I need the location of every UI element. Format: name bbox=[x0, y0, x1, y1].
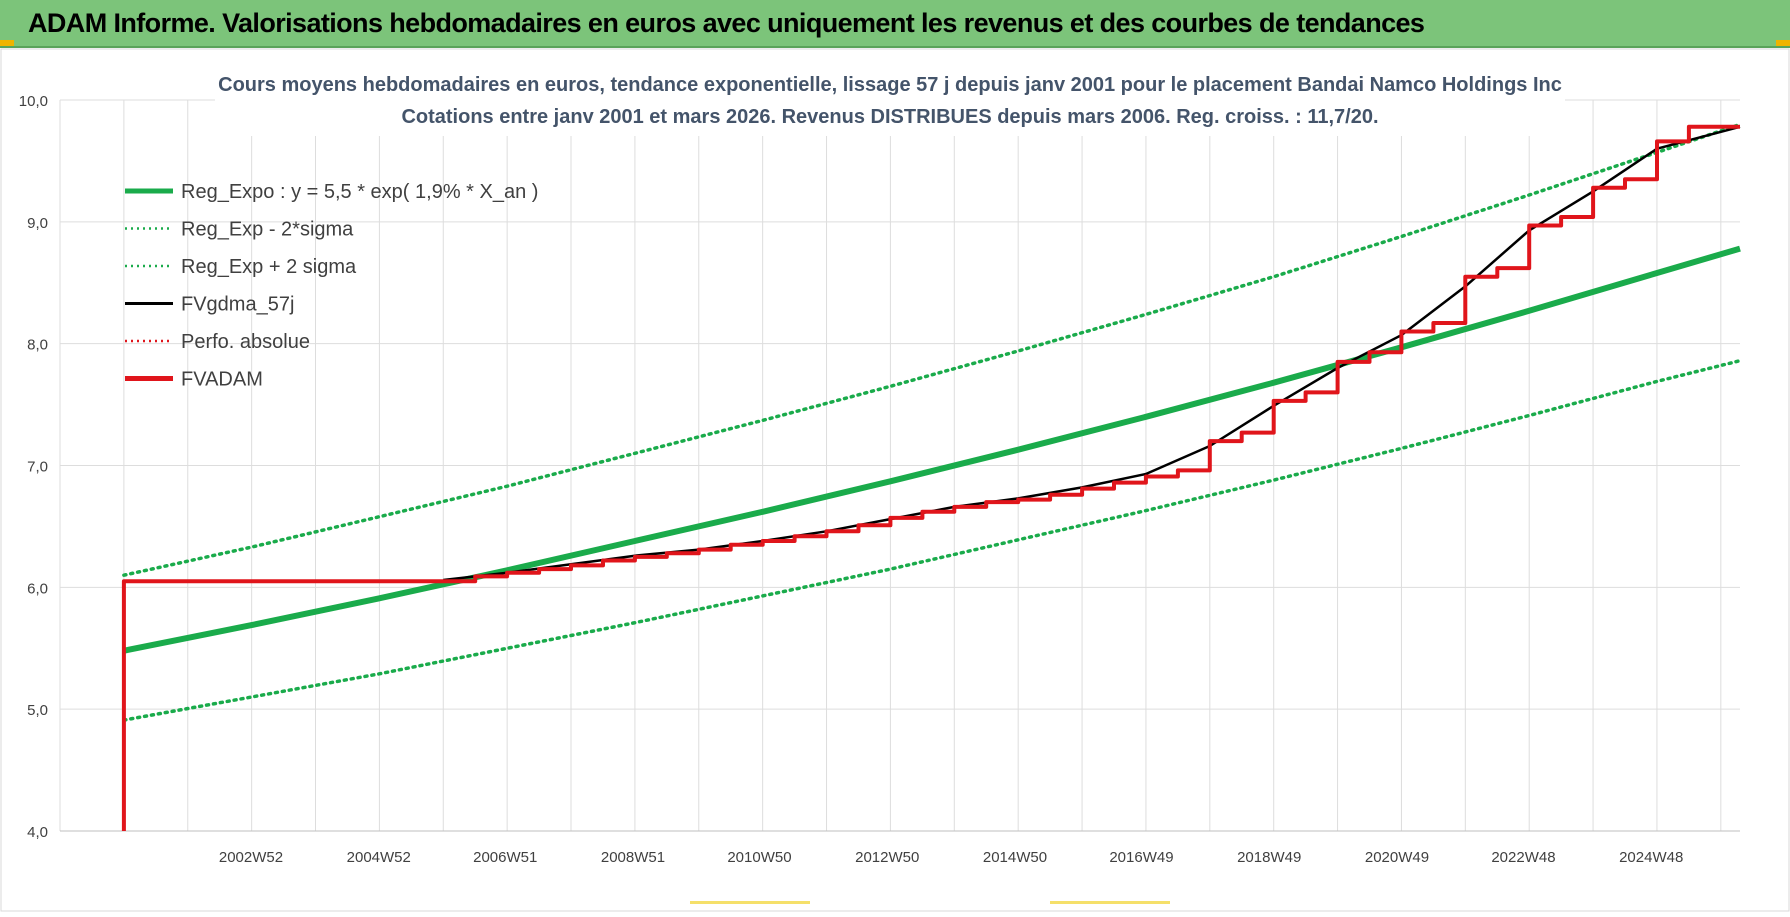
x-tick-label: 2022W48 bbox=[1491, 849, 1555, 866]
y-tick-label: 6,0 bbox=[27, 580, 48, 597]
legend-label: Reg_Exp + 2 sigma bbox=[181, 256, 357, 278]
y-tick-label: 7,0 bbox=[27, 459, 48, 476]
x-tick-label: 2004W52 bbox=[347, 849, 411, 866]
x-tick-label: 2014W50 bbox=[983, 849, 1047, 866]
y-axis-ticks: 4,0 5,0 6,0 7,0 8,0 9,0 10,0 bbox=[19, 93, 48, 841]
y-tick-label: 9,0 bbox=[27, 215, 48, 232]
series-line-4 bbox=[121, 124, 1740, 831]
legend-label: Reg_Exp - 2*sigma bbox=[181, 219, 354, 241]
title-backdrop bbox=[215, 60, 1565, 136]
series-line-0 bbox=[123, 245, 1741, 654]
x-tick-label: 2024W48 bbox=[1619, 849, 1683, 866]
y-tick-label: 5,0 bbox=[27, 702, 48, 719]
legend-label: Reg_Expo : y = 5,5 * exp( 1,9% * X_an ) bbox=[181, 181, 538, 203]
chart-title-line2: Cotations entre janv 2001 et mars 2026. … bbox=[401, 106, 1378, 128]
legend: Reg_Expo : y = 5,5 * exp( 1,9% * X_an ) R… bbox=[125, 181, 538, 391]
legend-label: FVgdma_57j bbox=[181, 294, 294, 316]
trend-chart: 4,05,06,07,08,09,010,0 2002W52 2004W52 200… bbox=[0, 48, 1790, 912]
x-tick-label: 2012W50 bbox=[855, 849, 919, 866]
chart-title-block: Cours moyens hebdomadaires en euros, ten… bbox=[215, 60, 1565, 136]
chart-area: 4,0 5,0 6,0 7,0 8,0 9,0 10,0 2002W52 2004W52 200… bbox=[0, 48, 1790, 912]
legend-label: FVADAM bbox=[181, 369, 263, 391]
x-tick-label: 2020W49 bbox=[1365, 849, 1429, 866]
series-line-2 bbox=[122, 122, 1742, 577]
x-tick-label: 2016W49 bbox=[1109, 849, 1173, 866]
x-axis-ticks: 2002W52 2004W52 2006W51 2008W51 2010W50 2012W… bbox=[219, 849, 1683, 866]
corner-marker bbox=[1776, 40, 1790, 46]
x-tick-label: 2006W51 bbox=[473, 849, 537, 866]
corner-marker bbox=[0, 40, 14, 46]
y-tick-label: 10,0 bbox=[19, 93, 48, 110]
chart-title-line1: Cours moyens hebdomadaires en euros, ten… bbox=[218, 74, 1562, 96]
x-tick-label: 2018W49 bbox=[1237, 849, 1301, 866]
report-title: ADAM Informe. Valorisations hebdomadaire… bbox=[28, 8, 1425, 38]
scroll-marker bbox=[690, 901, 810, 904]
x-tick-label: 2010W50 bbox=[727, 849, 791, 866]
scroll-marker bbox=[1050, 901, 1170, 904]
report-banner: ADAM Informe. Valorisations hebdomadaire… bbox=[0, 0, 1790, 48]
legend-label: Perfo. absolue bbox=[181, 331, 310, 353]
y-tick-label: 4,0 bbox=[27, 824, 48, 841]
series-line-1 bbox=[122, 358, 1742, 722]
x-tick-label: 2002W52 bbox=[219, 849, 283, 866]
x-tick-label: 2008W51 bbox=[601, 849, 665, 866]
series-layer bbox=[121, 122, 1742, 831]
y-tick-label: 8,0 bbox=[27, 337, 48, 354]
